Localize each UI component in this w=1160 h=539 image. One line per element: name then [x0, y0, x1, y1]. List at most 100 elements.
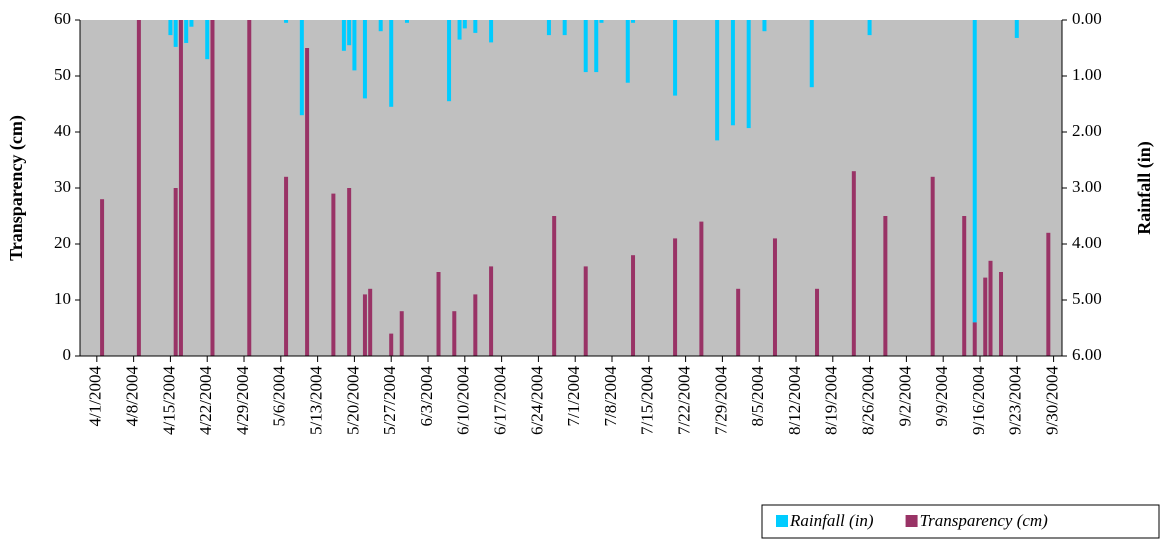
x-tick-label: 5/6/2004	[270, 366, 289, 427]
y2-tick-label: 5.00	[1072, 289, 1102, 308]
legend-swatch	[905, 515, 918, 527]
x-tick-label: 7/1/2004	[564, 366, 583, 427]
bar	[473, 294, 478, 356]
x-tick-label: 9/2/2004	[895, 366, 914, 427]
y-tick-label: 40	[54, 121, 71, 140]
x-tick-label: 7/15/2004	[638, 366, 657, 435]
bar	[599, 20, 604, 23]
y2-tick-label: 4.00	[1072, 233, 1102, 252]
x-tick-label: 9/30/2004	[1042, 366, 1061, 435]
bar	[452, 311, 457, 356]
bar	[673, 20, 678, 96]
bar	[305, 48, 310, 356]
bar	[562, 20, 567, 36]
bar	[962, 216, 967, 356]
bar	[341, 20, 346, 51]
x-tick-label: 8/26/2004	[859, 366, 878, 435]
bar	[399, 311, 404, 356]
bar	[546, 20, 551, 36]
bar	[762, 20, 767, 32]
bar	[815, 288, 820, 356]
bar	[284, 20, 289, 23]
bar	[247, 20, 252, 356]
y2-tick-label: 6.00	[1072, 345, 1102, 364]
bar	[284, 176, 289, 356]
y2-tick-label: 1.00	[1072, 65, 1102, 84]
bar	[347, 188, 352, 356]
bar	[352, 20, 357, 71]
x-tick-label: 5/27/2004	[380, 366, 399, 435]
x-tick-label: 6/17/2004	[491, 366, 510, 435]
bar	[489, 20, 494, 43]
bar	[173, 20, 178, 47]
bar	[594, 20, 599, 73]
bar	[1014, 20, 1019, 38]
bar	[368, 288, 373, 356]
x-tick-label: 9/9/2004	[932, 366, 951, 427]
bar	[772, 238, 777, 356]
x-tick-label: 4/15/2004	[159, 366, 178, 435]
bar	[625, 20, 630, 83]
bar	[673, 238, 678, 356]
x-tick-label: 6/3/2004	[417, 366, 436, 427]
bar	[851, 171, 856, 356]
x-tick-label: 4/22/2004	[196, 366, 215, 435]
y2-axis-title: Rainfall (in)	[1134, 141, 1155, 235]
bar	[983, 277, 988, 356]
y-tick-label: 0	[63, 345, 72, 364]
bar	[867, 20, 872, 36]
bar	[173, 188, 178, 356]
bar	[436, 272, 441, 356]
y-tick-label: 10	[54, 289, 71, 308]
plot-area	[80, 20, 1062, 356]
bar	[972, 322, 977, 356]
bar	[730, 20, 735, 126]
x-tick-label: 7/22/2004	[675, 366, 694, 435]
x-tick-label: 6/24/2004	[527, 366, 546, 435]
bar	[457, 20, 462, 40]
bar	[331, 193, 336, 356]
y-tick-label: 50	[54, 65, 71, 84]
bar	[583, 20, 588, 73]
y2-tick-label: 3.00	[1072, 177, 1102, 196]
bar	[631, 20, 636, 23]
bar	[999, 272, 1004, 356]
legend-label: Transparency (cm)	[920, 511, 1049, 530]
bar	[883, 216, 888, 356]
bar	[389, 333, 394, 356]
bar	[447, 20, 452, 102]
x-tick-label: 6/10/2004	[454, 366, 473, 435]
x-tick-label: 9/16/2004	[969, 366, 988, 435]
bar	[404, 20, 409, 23]
bar	[699, 221, 704, 356]
bar	[473, 20, 478, 33]
bar	[736, 288, 741, 356]
bar	[988, 260, 993, 356]
bar	[746, 20, 751, 129]
bar	[347, 20, 352, 46]
bar	[299, 20, 304, 116]
bar	[205, 20, 210, 60]
bar	[378, 20, 383, 32]
bar	[189, 20, 194, 27]
bar	[462, 20, 467, 29]
x-tick-label: 8/19/2004	[822, 366, 841, 435]
bar	[178, 20, 183, 356]
bar	[930, 176, 935, 356]
x-tick-label: 4/29/2004	[233, 366, 252, 435]
bar	[100, 199, 105, 356]
bar	[1046, 232, 1051, 356]
y-tick-label: 30	[54, 177, 71, 196]
y-tick-label: 20	[54, 233, 71, 252]
x-tick-label: 4/1/2004	[86, 366, 105, 427]
bar	[168, 20, 173, 36]
bar	[362, 20, 367, 99]
x-tick-label: 4/8/2004	[123, 366, 142, 427]
x-tick-label: 7/29/2004	[711, 366, 730, 435]
bar	[583, 266, 588, 356]
bar	[715, 20, 720, 141]
x-tick-label: 5/13/2004	[307, 366, 326, 435]
x-tick-label: 5/20/2004	[343, 366, 362, 435]
